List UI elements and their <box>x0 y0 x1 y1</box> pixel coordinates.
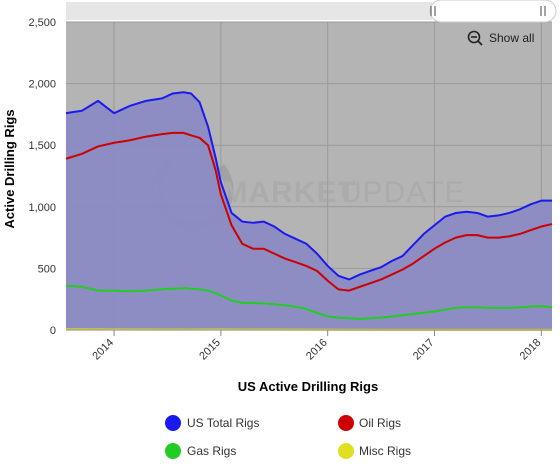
y-axis-ticks: 0 500 1,000 1,500 2,000 2,500 <box>28 17 56 337</box>
legend-label-gas-rigs: Gas Rigs <box>187 444 236 458</box>
y-axis-title: Active Drilling Rigs <box>2 109 17 228</box>
x-axis-title: US Active Drilling Rigs <box>238 379 378 394</box>
x-tick-label: 2018 <box>518 337 544 363</box>
legend: US Total Rigs Oil Rigs Gas Rigs Misc Rig… <box>165 415 411 459</box>
x-axis-ticks: 2014 2015 2016 2017 2018 <box>66 330 552 362</box>
legend-item-misc-rigs[interactable]: Misc Rigs <box>338 443 411 459</box>
navigator-track[interactable] <box>66 2 432 20</box>
legend-label-misc-rigs: Misc Rigs <box>359 444 411 458</box>
range-navigator[interactable] <box>66 0 556 22</box>
x-tick-label: 2016 <box>304 337 330 363</box>
legend-item-gas-rigs[interactable]: Gas Rigs <box>165 443 236 459</box>
legend-item-oil-rigs[interactable]: Oil Rigs <box>338 415 401 431</box>
legend-label-oil-rigs: Oil Rigs <box>359 416 401 430</box>
navigator-selection[interactable] <box>430 0 556 22</box>
y-tick-label: 0 <box>50 325 56 337</box>
legend-marker-gas-rigs <box>165 443 181 459</box>
legend-marker-us-total-rigs <box>165 415 181 431</box>
legend-marker-misc-rigs <box>338 443 354 459</box>
x-tick-label: 2014 <box>90 337 116 363</box>
y-tick-label: 2,000 <box>28 79 56 91</box>
y-tick-label: 500 <box>38 263 56 275</box>
legend-marker-oil-rigs <box>338 415 354 431</box>
y-tick-label: 1,500 <box>28 140 56 152</box>
x-tick-label: 2015 <box>197 337 223 363</box>
legend-label-us-total-rigs: US Total Rigs <box>187 416 259 430</box>
y-tick-label: 2,500 <box>28 17 56 29</box>
y-tick-label: 1,000 <box>28 202 56 214</box>
x-tick-label: 2017 <box>411 337 437 363</box>
watermark-light-text: UPDATE <box>340 176 465 209</box>
show-all-label[interactable]: Show all <box>489 31 534 45</box>
legend-item-us-total-rigs[interactable]: US Total Rigs <box>165 415 259 431</box>
